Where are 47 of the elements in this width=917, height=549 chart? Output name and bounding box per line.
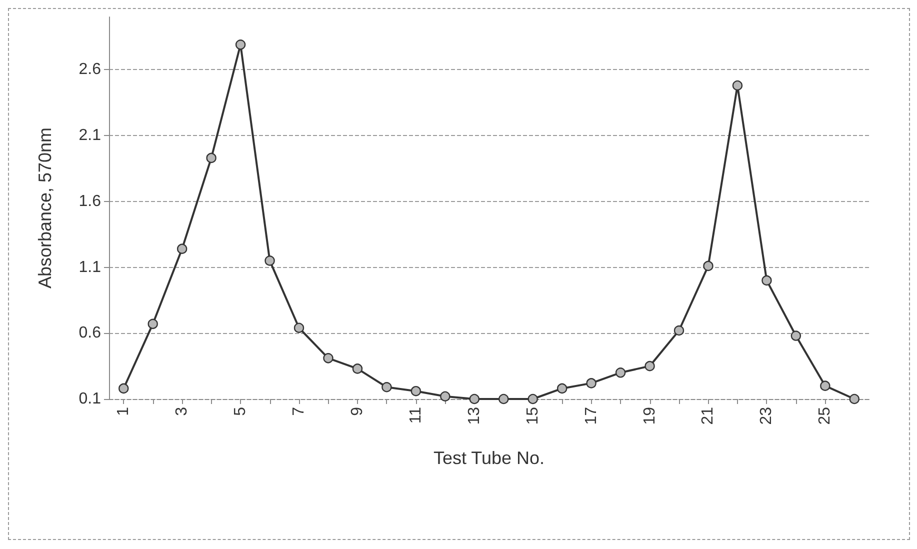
point bbox=[732, 80, 743, 91]
point bbox=[410, 386, 422, 396]
y-axis-title: Absorbance, 570nm bbox=[35, 127, 55, 289]
point bbox=[235, 40, 246, 50]
x-axis-title: Test Tube No. bbox=[433, 448, 545, 468]
y-tick-label: 2.6 bbox=[78, 61, 102, 78]
point bbox=[703, 260, 714, 272]
point bbox=[148, 318, 158, 330]
x-tick-label: 21 bbox=[700, 406, 717, 425]
x-tick-label: 13 bbox=[466, 406, 483, 425]
x-tick-label: 17 bbox=[582, 406, 600, 425]
x-tick-label: 19 bbox=[641, 406, 658, 425]
point bbox=[469, 394, 480, 404]
point bbox=[352, 364, 363, 374]
point bbox=[206, 152, 216, 164]
x-tick-label: 25 bbox=[816, 406, 834, 425]
point bbox=[440, 391, 450, 402]
point bbox=[498, 394, 509, 404]
y-tick-label: 1.1 bbox=[78, 258, 102, 276]
point bbox=[556, 383, 568, 394]
point bbox=[294, 322, 304, 333]
x-tick-label: 15 bbox=[524, 406, 542, 425]
point bbox=[382, 382, 392, 392]
x-tick-label: 1 bbox=[115, 406, 132, 416]
y-tick-label: 0.1 bbox=[78, 390, 102, 408]
point bbox=[586, 378, 596, 388]
x-tick-label: 7 bbox=[290, 406, 308, 416]
x-tick-label: 11 bbox=[407, 406, 424, 424]
y-tick-label: 1.6 bbox=[78, 192, 102, 210]
y-tick-label: 2.1 bbox=[78, 127, 102, 144]
x-tick-label: 5 bbox=[232, 406, 250, 416]
point bbox=[849, 394, 860, 404]
point bbox=[644, 360, 655, 372]
point bbox=[176, 244, 188, 254]
x-tick-label: 23 bbox=[758, 406, 776, 425]
y-tick-label: 0.6 bbox=[78, 324, 102, 342]
x-tick-label: 3 bbox=[174, 406, 191, 416]
point bbox=[323, 353, 334, 364]
point bbox=[762, 275, 772, 286]
point bbox=[528, 394, 538, 404]
point bbox=[118, 383, 129, 394]
point bbox=[615, 368, 626, 378]
point bbox=[790, 330, 802, 341]
point bbox=[674, 325, 684, 336]
point bbox=[264, 256, 275, 266]
x-tick-label: 9 bbox=[348, 406, 366, 416]
point bbox=[820, 380, 830, 391]
